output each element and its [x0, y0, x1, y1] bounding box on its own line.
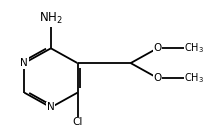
Text: N: N: [20, 58, 28, 68]
Text: CH$_3$: CH$_3$: [184, 41, 204, 55]
Text: NH$_2$: NH$_2$: [39, 11, 63, 26]
Text: N: N: [47, 102, 55, 112]
Text: O: O: [153, 73, 161, 83]
Text: O: O: [153, 43, 161, 53]
Text: Cl: Cl: [72, 117, 83, 127]
Text: CH$_3$: CH$_3$: [184, 71, 204, 85]
